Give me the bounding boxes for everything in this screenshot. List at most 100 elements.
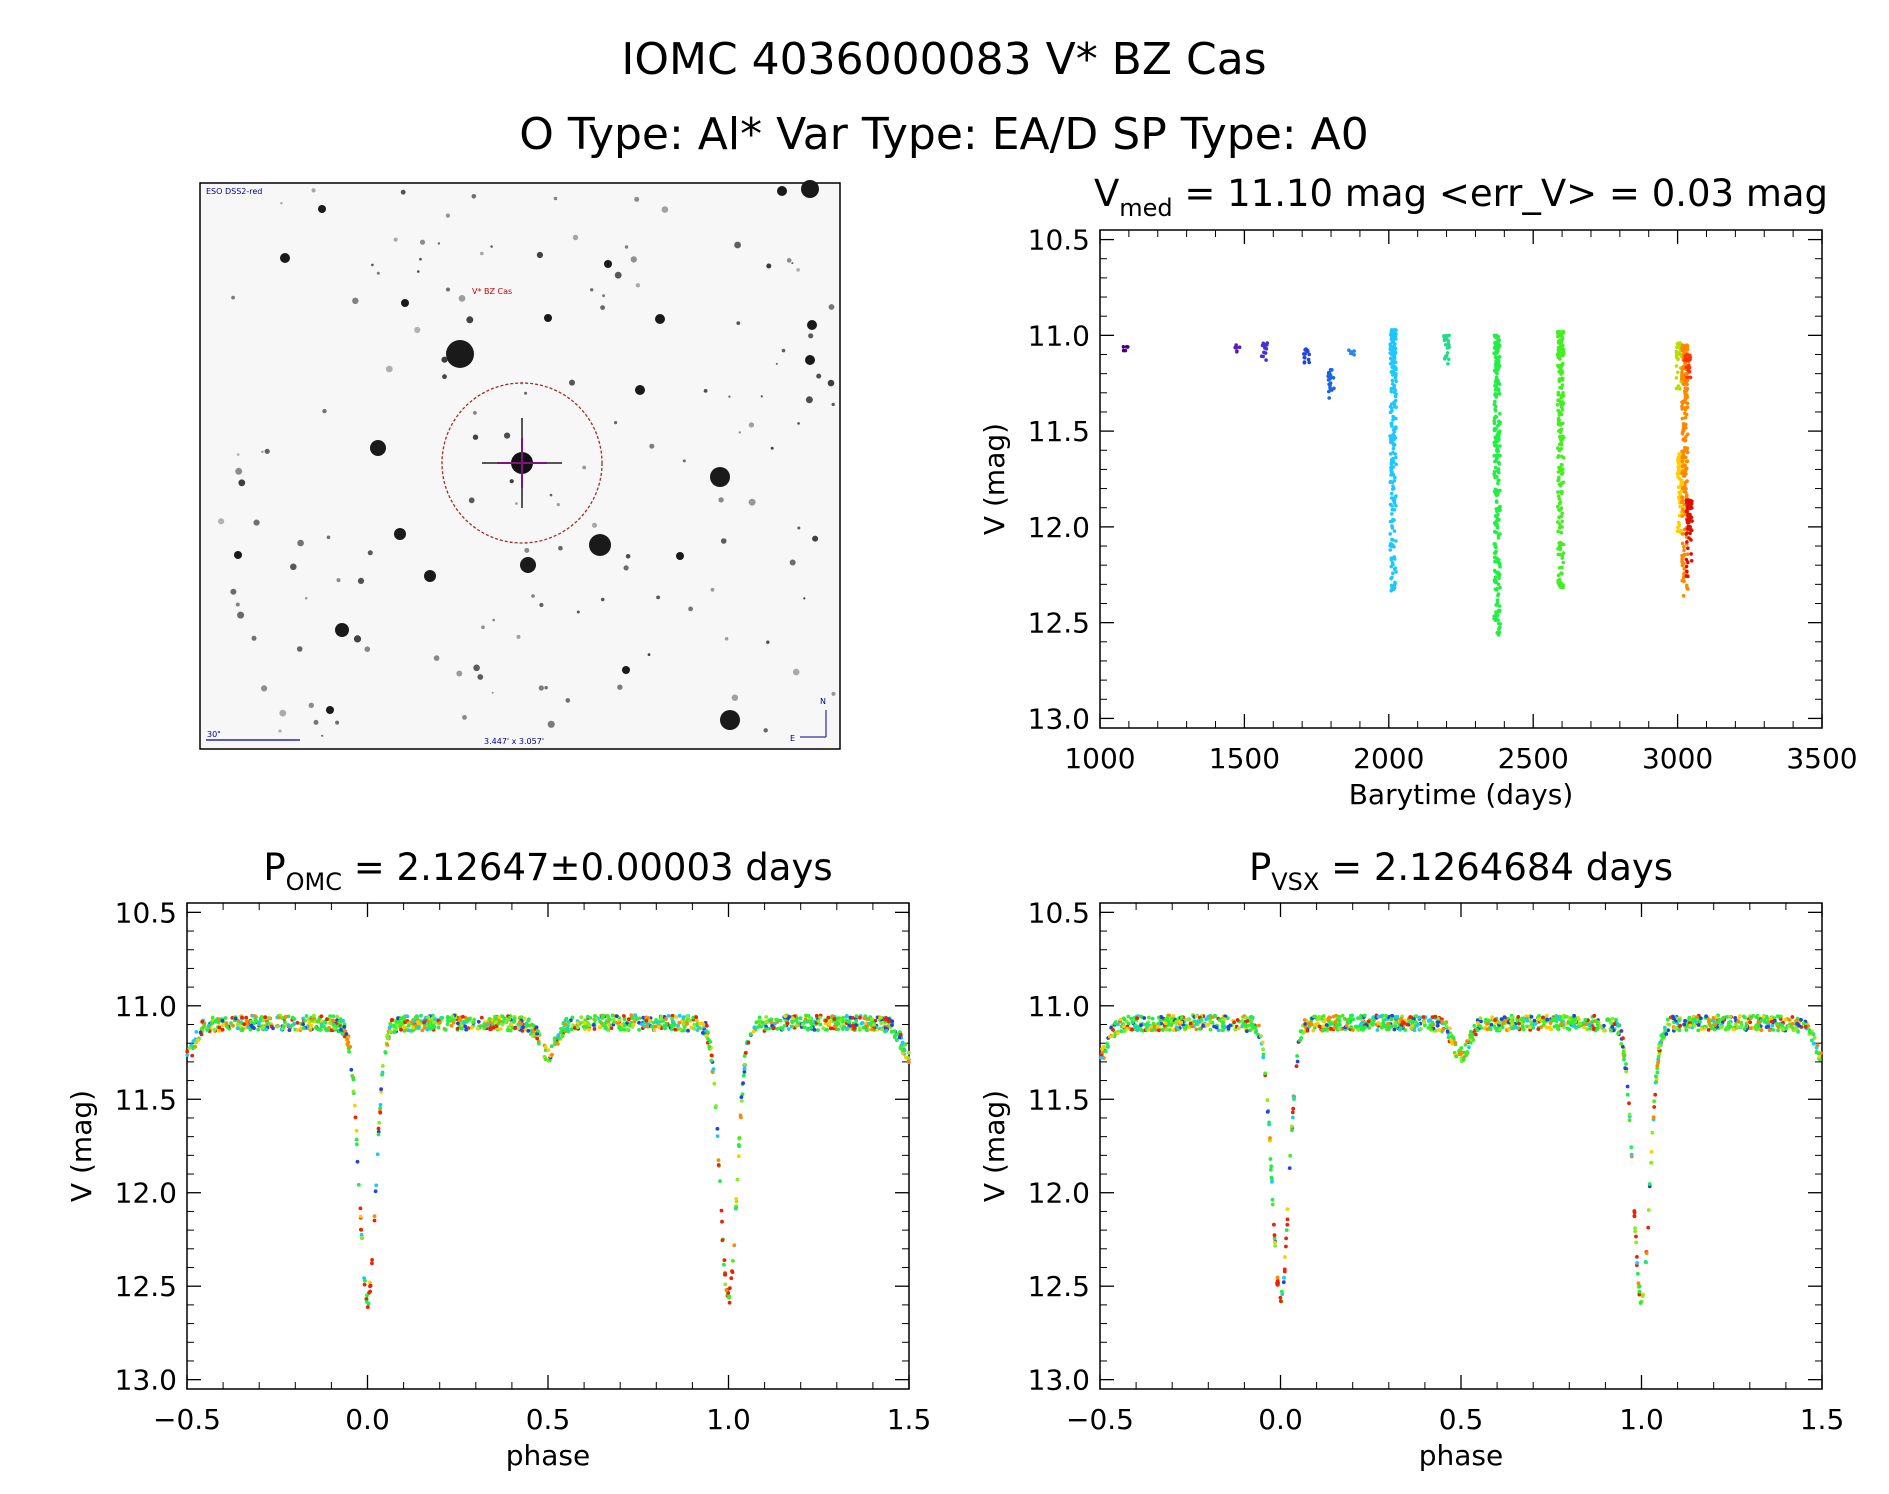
data-point [1682,489,1687,494]
data-point [1390,378,1395,383]
data-point [1390,480,1395,485]
data-point [729,1276,734,1281]
data-point [850,1016,855,1020]
y-tick-label: 13.0 [1028,702,1090,735]
data-point [1495,489,1500,494]
finder-star [604,260,612,268]
data-point [240,1027,245,1032]
data-point [786,1027,791,1031]
data-point [1493,1018,1497,1022]
finder-star [442,374,447,380]
finder-star [357,577,365,585]
data-points [1099,1013,1823,1305]
data-point [1442,356,1447,361]
data-point [1676,370,1680,375]
data-point [1610,1016,1615,1021]
data-point [506,1025,511,1029]
data-point [897,1035,902,1040]
x-axis-label: phase [1419,1439,1504,1472]
finder-star [466,316,474,324]
data-point [334,1024,339,1028]
data-point [728,1286,732,1291]
data-point [836,1021,841,1026]
data-point [637,1016,642,1021]
data-point [1290,1110,1295,1115]
data-point [1340,1013,1345,1018]
data-point [641,1015,646,1020]
data-point [720,1238,725,1243]
finder-star [280,253,290,263]
data-point [199,1027,204,1031]
data-point [462,1021,466,1026]
x-tick-label: −0.5 [1066,1403,1134,1436]
data-point [1619,1029,1624,1033]
data-point [1637,1292,1642,1297]
data-point [1337,1023,1342,1027]
data-point [587,1027,591,1032]
data-point [1559,412,1564,417]
data-point [880,1027,885,1032]
data-point [476,1019,481,1024]
data-point [1268,1138,1272,1143]
finder-star [462,715,467,720]
data-point [1496,341,1500,346]
data-point [1394,367,1398,372]
data-point [736,1143,741,1147]
data-point [249,1023,254,1028]
data-point [1558,369,1563,374]
data-point [1561,455,1566,460]
data-point [1435,1020,1440,1025]
data-point [507,1016,512,1020]
data-point [1559,438,1563,442]
data-point [378,1110,383,1115]
data-point [1644,1251,1649,1256]
finder-star [445,213,450,218]
finder-star [326,535,331,540]
data-point [261,1025,265,1030]
data-point [1482,1026,1487,1031]
data-point [1557,340,1562,344]
data-point [1375,1028,1380,1032]
data-point [1284,1228,1289,1232]
data-point [392,1030,397,1035]
data-point [1390,526,1395,530]
data-point [1552,1024,1557,1029]
finder-star [738,431,741,434]
data-point [583,1020,587,1025]
data-point [1688,525,1692,529]
finder-star [720,710,740,730]
data-point [1389,588,1393,593]
finder-star [828,304,835,310]
data-point [445,1022,450,1026]
data-point [686,1028,690,1033]
data-point [1233,345,1237,350]
data-point [1390,370,1395,374]
data-point [1687,505,1691,510]
data-point [1248,1015,1253,1020]
figure-title-line1: IOMC 4036000083 V* BZ Cas [621,34,1266,85]
data-point [1756,1020,1761,1025]
data-point [221,1023,226,1027]
finder-star [446,287,450,292]
data-point [1391,446,1396,451]
finder-star [322,408,327,414]
data-point [433,1017,438,1022]
finder-star [433,655,440,661]
data-point [1681,437,1686,441]
data-point [500,1022,505,1027]
data-point [681,1022,686,1026]
data-point [372,1214,377,1218]
data-point [1680,471,1684,475]
data-point [1685,382,1689,387]
data-point [739,1099,744,1103]
data-point [1497,604,1502,608]
data-point [1809,1038,1814,1043]
data-point [331,1014,336,1019]
finder-star [565,698,571,703]
data-point [1493,435,1497,440]
data-point [676,1023,680,1028]
data-point [1625,1084,1630,1089]
data-point [380,1064,385,1068]
data-point [1463,1043,1468,1047]
data-point [592,1027,597,1031]
